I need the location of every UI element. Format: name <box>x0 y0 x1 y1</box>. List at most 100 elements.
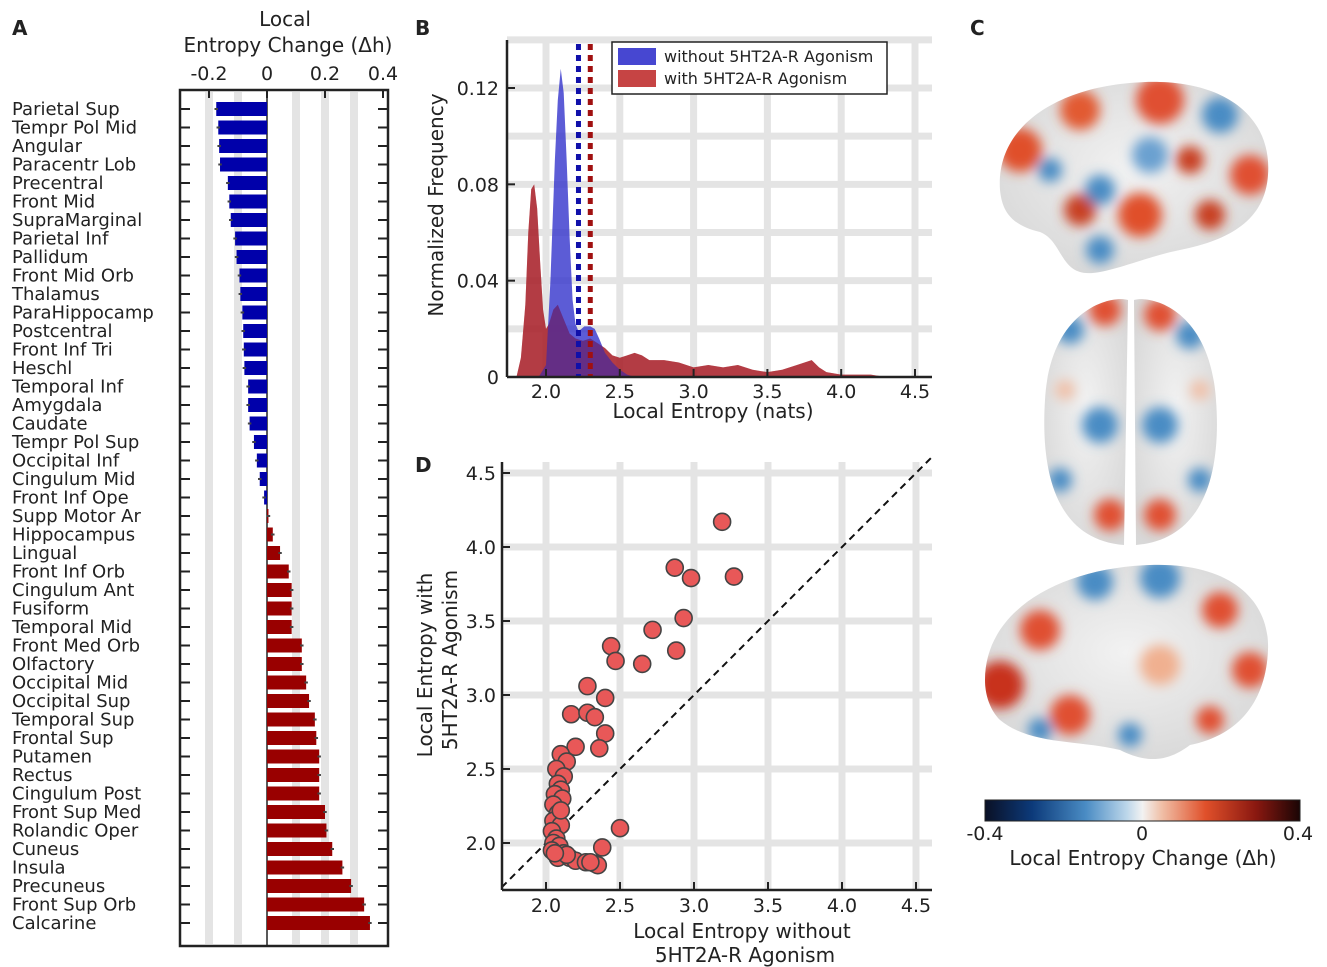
x-tick-label: 3.5 <box>753 895 783 917</box>
row-label: Heschl <box>12 358 72 379</box>
y-tick-label: 0.04 <box>457 271 499 293</box>
bar <box>267 712 315 727</box>
brain-dorsal-view <box>1044 299 1217 545</box>
row-label: Tempr Pol Sup <box>11 432 139 453</box>
row-label: Amygdala <box>12 395 102 416</box>
scatter-point <box>595 688 615 708</box>
y-tick-label: 3.0 <box>466 685 496 707</box>
x-tick-label: 0 <box>261 63 273 85</box>
legend-swatch-without <box>618 48 656 65</box>
brain-medial-view <box>985 564 1269 760</box>
bar <box>267 620 292 634</box>
x-tick-label: 4.5 <box>901 895 931 917</box>
bar <box>243 342 267 357</box>
row-label: Lingual <box>12 543 77 564</box>
panel-b-legend: without 5HT2A-R Agonism with 5HT2A-R Ago… <box>611 41 888 95</box>
identity-line <box>500 457 932 889</box>
bar <box>267 768 320 782</box>
legend-box <box>611 41 888 95</box>
panel-d-xlabel-line2: 5HT2A-R Agonism <box>655 943 835 967</box>
bar <box>220 157 267 172</box>
y-tick-label: 0.12 <box>457 78 499 100</box>
bar <box>267 842 333 856</box>
bar <box>249 416 267 431</box>
bar <box>242 305 267 320</box>
scatter-point <box>712 512 732 532</box>
panel-letter-d: D <box>415 453 432 477</box>
bar <box>267 916 370 930</box>
row-label: ParaHippocamp <box>12 303 154 324</box>
row-label: Front Sup Orb <box>12 895 136 916</box>
scatter-point <box>610 818 630 838</box>
bar <box>267 897 365 912</box>
hist-area-without <box>538 68 635 377</box>
y-tick-label: 4.0 <box>466 537 496 559</box>
row-label: Occipital Mid <box>12 673 128 694</box>
row-label: Hippocampus <box>12 525 135 546</box>
row-label: Rectus <box>12 765 73 786</box>
panel-letter-a: A <box>12 16 28 40</box>
row-label: Insula <box>12 858 66 879</box>
panel-d-ylabel-line2: 5HT2A-R Agonism <box>438 570 462 750</box>
legend-label-without: without 5HT2A-R Agonism <box>664 47 873 66</box>
row-label: Frontal Sup <box>12 728 114 749</box>
colorbar-tick-mid: 0 <box>1136 823 1148 845</box>
row-label: Caudate <box>12 414 88 435</box>
row-label: Calcarine <box>12 913 96 934</box>
scatter-point <box>666 641 686 660</box>
row-label: Olfactory <box>12 654 95 675</box>
row-label: Temporal Mid <box>11 617 132 638</box>
row-label: Temporal Inf <box>11 377 124 398</box>
scatter-point <box>724 567 744 586</box>
bar <box>243 324 267 338</box>
y-tick-label: 0.08 <box>457 174 499 196</box>
scatter-point <box>606 651 625 671</box>
bar <box>230 213 267 227</box>
scatter-point <box>566 737 585 757</box>
y-tick-label: 2.0 <box>466 833 496 855</box>
bar <box>267 823 327 838</box>
legend-label-with: with 5HT2A-R Agonism <box>664 69 847 88</box>
row-label: Front Med Orb <box>12 636 140 657</box>
row-label: Occipital Sup <box>12 691 130 712</box>
scatter-point <box>674 608 693 628</box>
x-tick-label: 4.0 <box>827 895 857 917</box>
bar <box>267 694 310 708</box>
scatter-point <box>585 707 605 727</box>
row-label: Temporal Sup <box>11 710 134 731</box>
scatter-point <box>581 852 600 872</box>
panel-d-scatter: 2.0 2.5 3.0 3.5 4.0 4.5 2.0 2.5 3.0 3.5 4.0 4.5 Loc… <box>413 457 932 967</box>
row-label: SupraMarginal <box>12 210 142 231</box>
scatter-point <box>551 801 571 820</box>
bar <box>248 379 267 394</box>
bar <box>253 435 267 449</box>
bar <box>267 749 320 764</box>
colorbar-label: Local Entropy Change (Δh) <box>1009 846 1276 870</box>
row-label: Supp Motor Ar <box>12 506 141 527</box>
bar <box>227 176 267 190</box>
panel-a-bar-chart: Local Entropy Change (Δh) Parietal SupTe… <box>11 7 398 948</box>
bar <box>216 102 267 116</box>
row-label: Pallidum <box>12 247 88 268</box>
panel-a-xlabel-line1: Local <box>259 7 311 31</box>
bar <box>267 638 302 653</box>
row-label: Front Sup Med <box>12 802 141 823</box>
row-label: Front Inf Tri <box>12 340 113 361</box>
colorbar-tick-min: -0.4 <box>966 823 1003 845</box>
row-label: Precuneus <box>12 876 105 897</box>
hist-overlap <box>516 184 886 377</box>
bar <box>267 675 307 690</box>
brain-lateral-view <box>999 81 1269 274</box>
x-tick-label: 0.2 <box>310 63 340 85</box>
scatter-point <box>589 738 609 758</box>
bar <box>229 194 267 209</box>
row-label: Occipital Inf <box>12 451 120 472</box>
row-label: Cingulum Post <box>12 784 141 805</box>
panel-c-brain-maps: -0.4 0 0.4 Local Entropy Change (Δh) <box>966 81 1313 870</box>
row-label: Precentral <box>12 173 104 194</box>
row-label: Fusiform <box>12 599 89 620</box>
row-label: Postcentral <box>12 321 113 342</box>
legend-swatch-with <box>618 70 656 87</box>
y-tick-label: 3.5 <box>466 611 496 633</box>
panel-b-histogram: 2.0 2.5 3.0 3.5 4.0 4.5 0 0.04 0.08 0.12 Local En… <box>424 36 932 423</box>
